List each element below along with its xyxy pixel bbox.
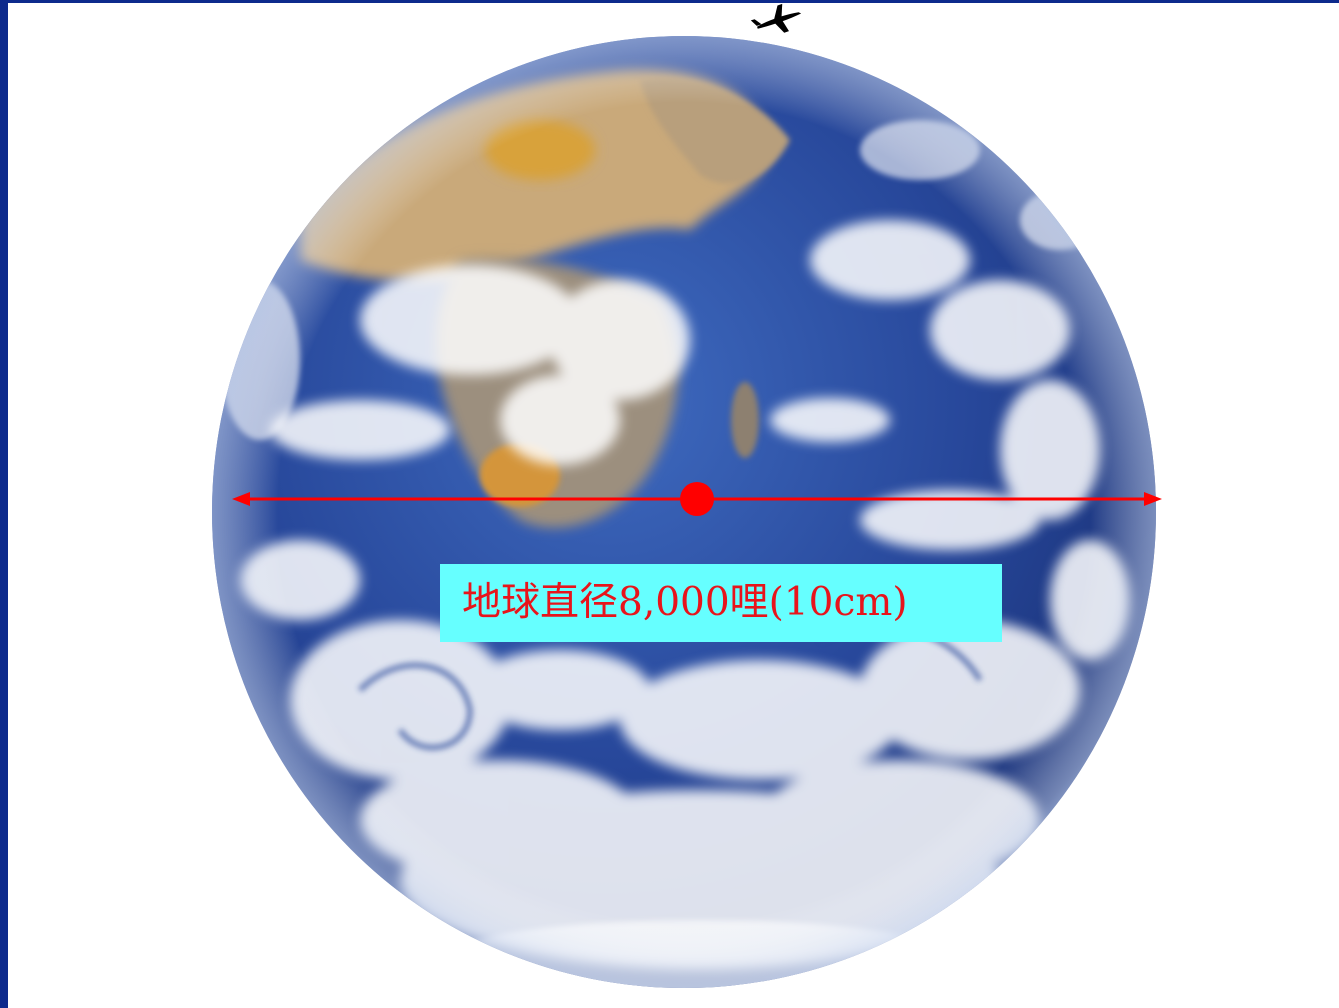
right-arrowhead-icon — [1144, 492, 1162, 506]
left-arrowhead-icon — [232, 492, 250, 506]
center-dot — [680, 482, 714, 516]
diameter-label: 地球直径8,000哩(10cm) — [440, 564, 1002, 642]
diameter-line — [232, 482, 1162, 516]
airplane-icon — [750, 3, 802, 33]
